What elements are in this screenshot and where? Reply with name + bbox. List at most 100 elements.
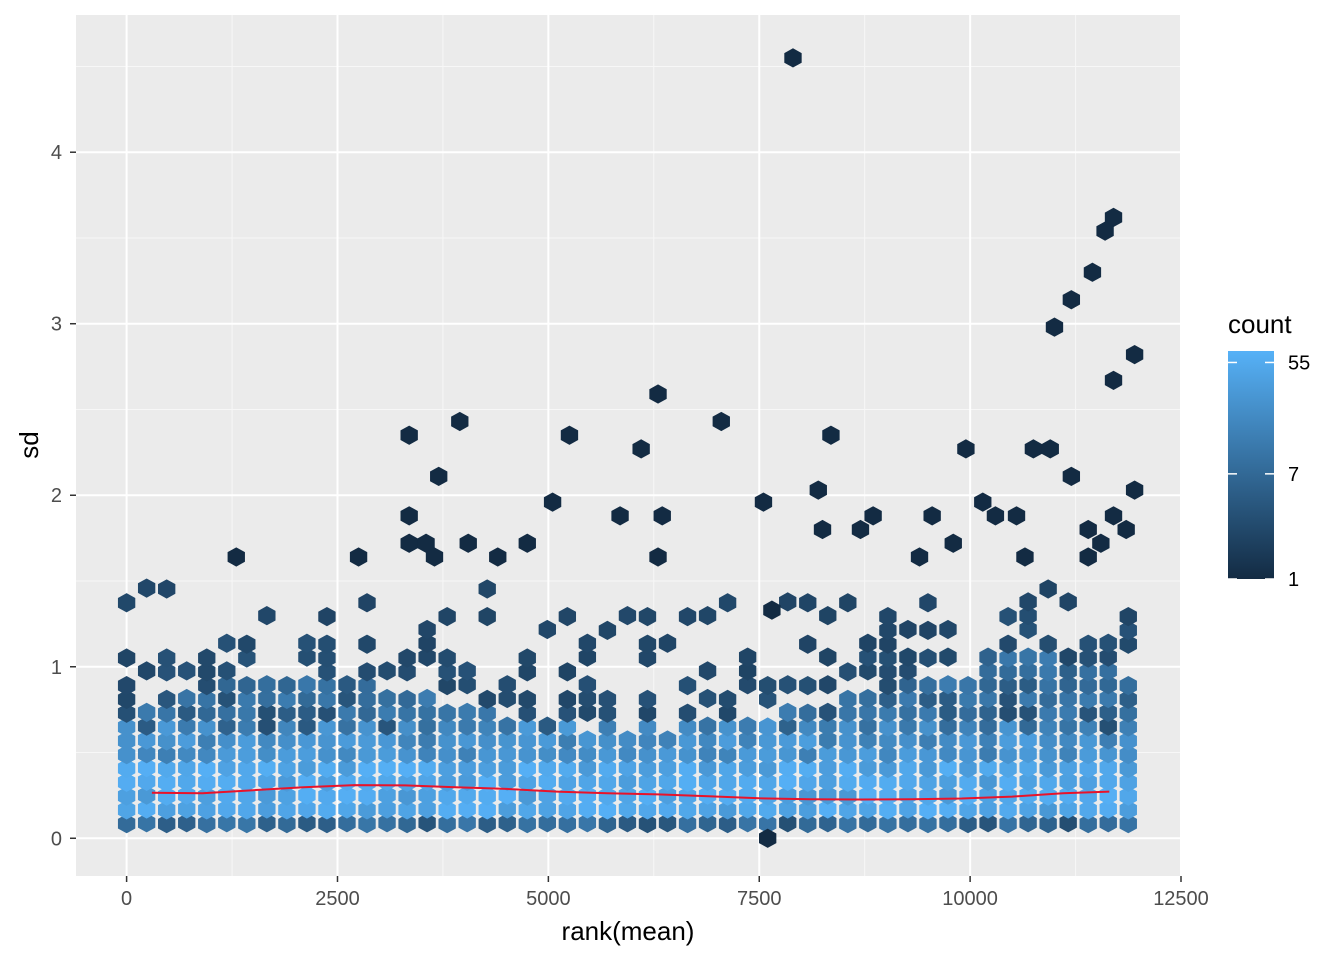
hex-bin xyxy=(598,717,617,737)
hex-bin xyxy=(137,744,156,764)
hex-bin xyxy=(899,771,917,791)
hex-bin xyxy=(458,771,476,791)
hex-bin xyxy=(578,702,597,722)
hex-bin xyxy=(1039,745,1057,765)
hex-bin xyxy=(1039,731,1057,751)
hex-bin xyxy=(358,717,376,737)
hex-bin xyxy=(438,814,456,834)
hex-bin xyxy=(398,662,416,682)
hex-bin xyxy=(298,716,316,736)
hex-bin xyxy=(258,799,276,819)
hex-bin xyxy=(1119,675,1137,696)
hex-bin xyxy=(198,689,216,710)
hex-bin xyxy=(358,593,376,613)
hex-bin xyxy=(698,716,717,736)
hex-bin xyxy=(137,771,156,791)
hex-bin xyxy=(458,716,476,736)
hex-bin xyxy=(418,799,436,819)
hex-bin xyxy=(518,533,536,553)
hex-bin xyxy=(578,633,597,653)
hex-bin xyxy=(618,757,637,778)
hex-bin xyxy=(298,785,316,805)
hex-bin xyxy=(759,731,777,751)
hex-bin xyxy=(678,731,697,751)
hex-bin xyxy=(819,757,837,778)
hex-bin xyxy=(999,772,1017,792)
hex-bin xyxy=(1039,662,1057,682)
hex-bin xyxy=(799,814,817,834)
hex-bin xyxy=(158,800,176,820)
hex-bin xyxy=(318,731,336,751)
hex-bin xyxy=(478,758,496,779)
hex-bin xyxy=(759,675,777,696)
hex-bin xyxy=(1079,758,1097,779)
hex-bin xyxy=(278,758,296,779)
hex-bin xyxy=(298,647,316,667)
hex-bin xyxy=(1079,648,1097,668)
hex-bin xyxy=(1059,675,1077,695)
hex-bin xyxy=(1019,716,1037,736)
hex-bin xyxy=(698,813,717,833)
hex-bin xyxy=(117,745,136,765)
hex-bin xyxy=(718,593,737,613)
hex-bin xyxy=(999,606,1017,627)
hex-bin xyxy=(618,813,637,833)
hex-bin xyxy=(318,634,336,654)
hex-bin xyxy=(759,717,777,737)
hex-bin xyxy=(1079,814,1097,834)
hex-bin xyxy=(1059,730,1077,750)
hex-bin xyxy=(1059,744,1077,764)
hex-bin xyxy=(438,717,456,737)
hex-bin xyxy=(578,799,597,819)
hex-bin xyxy=(178,661,196,681)
hex-bin xyxy=(1079,745,1097,765)
hex-bin xyxy=(598,620,617,641)
hex-bin xyxy=(1019,675,1037,695)
x-axis-title: rank(mean) xyxy=(562,916,695,946)
hex-bin xyxy=(999,703,1017,723)
hex-bin xyxy=(919,689,937,710)
hex-bin xyxy=(378,688,396,709)
hex-bin xyxy=(738,675,757,695)
legend-colorbar xyxy=(1228,351,1274,579)
hex-bin xyxy=(478,606,496,627)
hex-bin xyxy=(638,689,657,710)
hex-bin xyxy=(418,619,436,640)
hex-bin xyxy=(779,757,797,778)
hex-bin xyxy=(957,439,975,459)
hex-bin xyxy=(417,533,435,553)
hex-bin xyxy=(498,813,516,833)
hex-bin xyxy=(999,731,1017,751)
hex-bin xyxy=(338,744,356,764)
hex-bin xyxy=(338,813,356,833)
hex-bin xyxy=(879,675,897,696)
hex-bin xyxy=(899,813,917,833)
hex-bin xyxy=(258,730,276,750)
hex-bin xyxy=(258,688,276,709)
hex-bin xyxy=(1104,506,1123,526)
hex-bin xyxy=(1019,647,1037,667)
hex-bin xyxy=(899,647,917,667)
hex-bin xyxy=(879,634,897,654)
hex-bin xyxy=(218,661,236,681)
hex-bin xyxy=(238,772,256,792)
hex-bin xyxy=(438,786,456,806)
hex-bin xyxy=(974,492,992,512)
hex-bin xyxy=(398,814,416,834)
hex-bin xyxy=(879,606,897,627)
hex-bin xyxy=(1119,634,1137,654)
hex-bin xyxy=(678,703,697,723)
hex-bin xyxy=(839,814,857,834)
hex-bin xyxy=(779,799,797,819)
hex-bin xyxy=(1059,771,1077,791)
hex-bin xyxy=(518,717,536,737)
hex-bin xyxy=(1059,661,1077,681)
hex-bin xyxy=(218,702,236,722)
hex-bin xyxy=(819,730,837,750)
hex-bin xyxy=(859,799,877,819)
hex-bin xyxy=(158,717,176,737)
hex-bin xyxy=(1099,799,1117,819)
hex-bin xyxy=(658,633,677,653)
hex-bin xyxy=(910,547,929,567)
hex-bin xyxy=(979,813,997,833)
